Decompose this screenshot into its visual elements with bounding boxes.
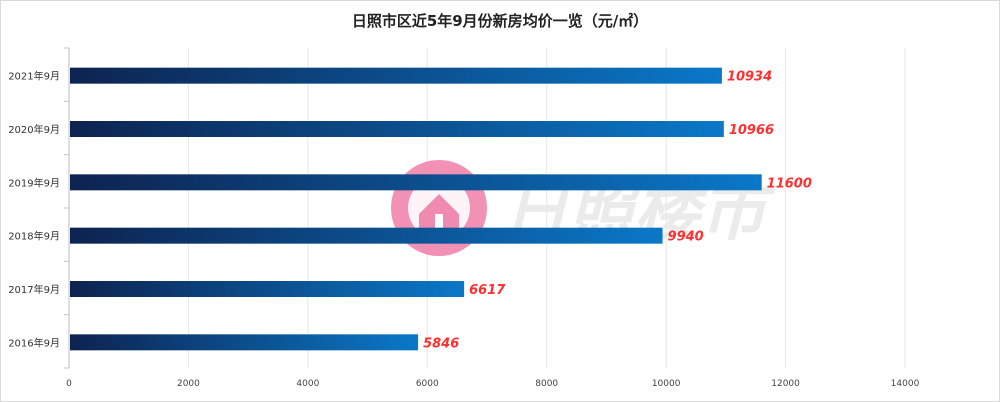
- axes: 0 2000 4000 6000 8000 10000 12000 14000 2021年9月 2…: [8, 47, 920, 389]
- data-label: 10966: [729, 123, 774, 138]
- bar: [70, 334, 419, 351]
- bar: [70, 227, 663, 244]
- data-label: 11600: [767, 176, 812, 191]
- data-labels: 10934 10966 11600 9940 6617 5846: [423, 70, 812, 352]
- x-tick-label: 6000: [416, 379, 439, 389]
- bar: [70, 67, 722, 84]
- y-tick-label: 2020年9月: [8, 123, 60, 136]
- data-label: 5846: [423, 336, 459, 351]
- x-tick-label: 0: [66, 379, 72, 389]
- data-label: 9940: [668, 230, 704, 245]
- x-tick-label: 2000: [177, 379, 200, 389]
- x-tick-label: 12000: [771, 379, 800, 389]
- y-tick-label: 2021年9月: [8, 70, 60, 83]
- data-label: 10934: [727, 70, 772, 85]
- bar: [70, 281, 465, 297]
- bars: [70, 67, 762, 351]
- y-tick-label: 2016年9月: [8, 336, 60, 349]
- bar: [70, 174, 762, 191]
- x-tick-label: 4000: [296, 379, 319, 389]
- x-tick-label: 14000: [891, 379, 920, 389]
- x-tick-label: 10000: [652, 379, 681, 389]
- x-tick-label: 8000: [535, 379, 558, 389]
- y-tick-label: 2018年9月: [8, 230, 60, 243]
- y-tick-label: 2017年9月: [8, 283, 60, 296]
- data-label: 6617: [469, 283, 506, 298]
- y-tick-label: 2019年9月: [8, 176, 60, 189]
- chart-title: 日照市区近5年9月份新房均价一览（元/㎡）: [351, 12, 649, 30]
- bar: [70, 121, 724, 137]
